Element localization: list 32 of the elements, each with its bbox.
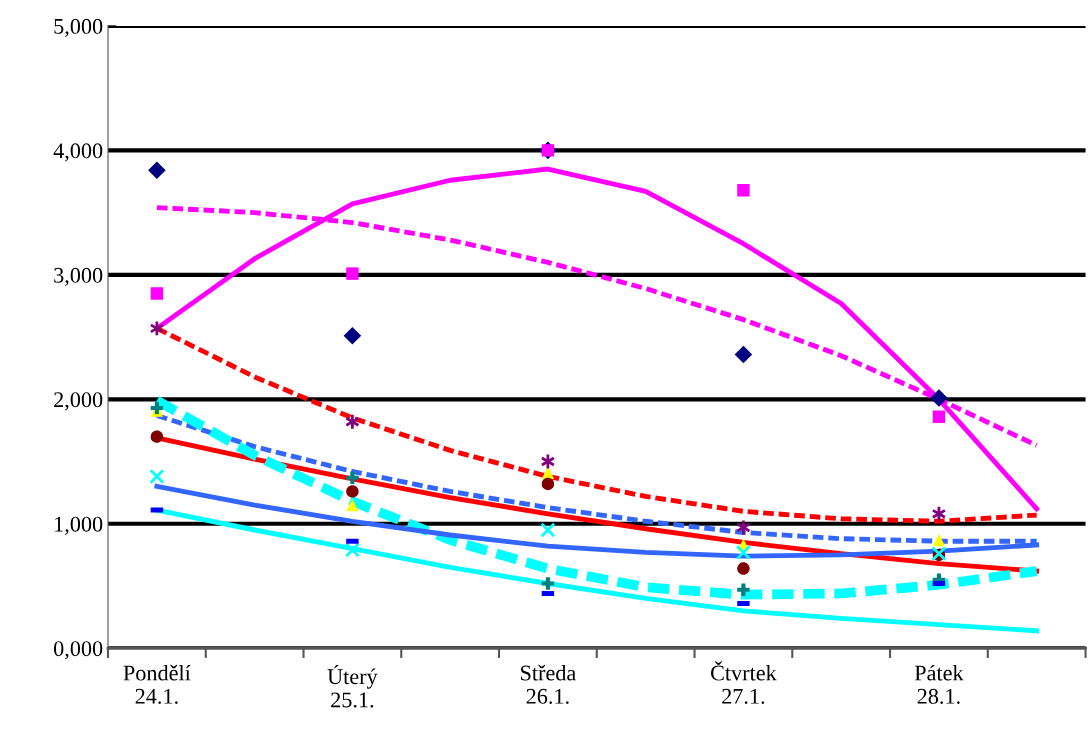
point — [149, 468, 165, 485]
x-tick-label: Úterý 25.1. — [327, 664, 378, 708]
y-tick-label: 2,000 — [54, 392, 103, 411]
point — [737, 583, 750, 596]
y-tick-label: 5,000 — [54, 18, 103, 38]
x-tick-label: Pondělí 24.1. — [123, 664, 191, 704]
point — [346, 485, 359, 498]
point — [930, 389, 948, 407]
x-tick-label: Středa 26.1. — [521, 664, 576, 704]
x-tick-label: Čtvrtek 27.1. — [710, 661, 777, 704]
y-tick-label: 4,000 — [53, 143, 103, 162]
point — [932, 410, 946, 423]
point — [734, 345, 753, 364]
point — [344, 542, 360, 558]
point — [346, 267, 359, 280]
point — [932, 533, 946, 547]
point — [346, 471, 359, 484]
y-tick-label: 3,000 — [54, 267, 103, 286]
point — [346, 498, 359, 512]
point — [150, 430, 164, 443]
point — [540, 522, 556, 538]
point — [148, 161, 166, 180]
point — [737, 183, 750, 197]
y-tick-label: 0,000 — [54, 641, 103, 660]
point — [343, 327, 362, 345]
point — [735, 544, 752, 560]
point — [150, 287, 164, 300]
x-tick-label: Pátek 28.1. — [914, 664, 964, 704]
point — [737, 562, 750, 575]
point — [541, 477, 555, 491]
y-tick-label: 1,000 — [55, 516, 103, 535]
point — [541, 577, 555, 590]
